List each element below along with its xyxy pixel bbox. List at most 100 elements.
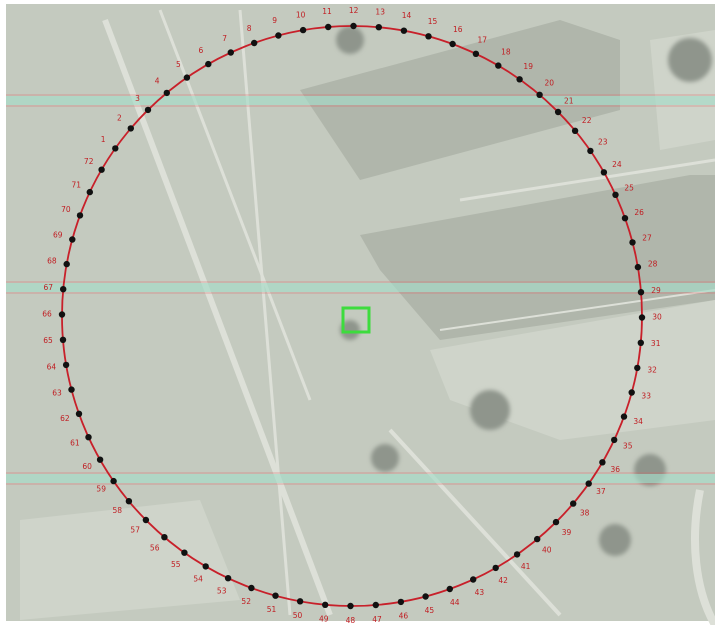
circle-point xyxy=(375,24,382,31)
circle-point-label: 9 xyxy=(272,16,277,25)
circle-point xyxy=(112,145,119,152)
circle-point-label: 66 xyxy=(42,309,52,318)
circle-point-label: 10 xyxy=(296,10,306,19)
circle-point-label: 28 xyxy=(648,260,658,269)
circle-point xyxy=(144,106,152,114)
circle-point xyxy=(513,551,521,558)
circle-point xyxy=(272,592,279,599)
circle-point-label: 31 xyxy=(651,339,661,348)
circle-point-label: 30 xyxy=(652,313,662,322)
circle-point-label: 45 xyxy=(425,606,435,615)
circle-point-label: 48 xyxy=(346,616,356,625)
circle-point-label: 68 xyxy=(47,257,57,266)
road xyxy=(691,489,715,625)
circle-point-label: 1 xyxy=(101,135,106,144)
circle-point xyxy=(600,169,608,176)
circle-point xyxy=(76,212,84,219)
circle-point xyxy=(322,601,329,608)
road xyxy=(388,428,562,617)
circle-point-label: 37 xyxy=(596,487,606,496)
lower-band-fill xyxy=(6,474,715,483)
circle-point xyxy=(634,364,641,372)
circle-point xyxy=(516,76,523,83)
circle-point-label: 23 xyxy=(598,137,608,146)
measurement-bands xyxy=(6,94,715,485)
circle-point-label: 51 xyxy=(267,605,277,614)
circle-point-label: 56 xyxy=(150,544,160,553)
circle-point xyxy=(629,239,636,246)
circle-point-label: 20 xyxy=(545,78,555,87)
circle-point xyxy=(570,500,577,507)
circle-point-label: 6 xyxy=(199,46,204,55)
circle-point-label: 13 xyxy=(375,7,385,16)
circle-point-label: 59 xyxy=(96,485,106,494)
tree-cluster xyxy=(340,320,360,340)
circle-point-label: 54 xyxy=(193,574,203,583)
circle-point xyxy=(96,456,104,463)
circle-point-label: 2 xyxy=(117,114,122,123)
circle-point-label: 41 xyxy=(521,562,531,571)
circle-point-label: 11 xyxy=(322,7,332,16)
circle-point-label: 70 xyxy=(61,205,71,214)
circle-point xyxy=(637,339,644,346)
circle-point-label: 63 xyxy=(52,388,62,397)
road xyxy=(439,289,715,331)
circle-point-label: 40 xyxy=(542,546,552,555)
circle-point-label: 71 xyxy=(72,181,82,190)
circle-point xyxy=(275,32,282,39)
circle-point-label: 32 xyxy=(647,366,657,375)
upper-band xyxy=(6,94,715,107)
circle-point-label: 24 xyxy=(612,160,622,169)
circle-point-label: 49 xyxy=(319,615,329,624)
circle-point xyxy=(536,91,543,99)
circle-point-label: 69 xyxy=(53,231,63,240)
circle-point xyxy=(492,564,499,572)
circle-point xyxy=(98,166,105,173)
road xyxy=(158,9,312,401)
tree-cluster xyxy=(336,26,364,54)
tree-cluster xyxy=(599,524,631,556)
circle-point xyxy=(224,575,232,582)
circle-point xyxy=(638,314,646,321)
circle-point xyxy=(68,386,75,393)
circle-point xyxy=(587,147,594,155)
circle-point xyxy=(470,576,477,583)
circle-point xyxy=(110,477,117,485)
circle-point xyxy=(227,49,234,56)
circle-point xyxy=(611,436,618,444)
circle-point-label: 52 xyxy=(241,597,251,606)
upper-band-fill xyxy=(6,96,715,105)
road xyxy=(238,9,292,616)
circle-point-label: 53 xyxy=(217,587,227,596)
circle-point xyxy=(62,361,70,369)
circle-point xyxy=(248,584,255,592)
circle-point xyxy=(127,125,134,132)
circle-point xyxy=(554,108,562,116)
circle-point xyxy=(637,289,645,296)
middle-band-fill xyxy=(6,283,715,292)
circle-point-label: 15 xyxy=(428,17,438,26)
circle-point-label: 34 xyxy=(633,417,643,426)
tree-cluster xyxy=(668,38,712,82)
circle-point xyxy=(372,601,379,609)
circle-point xyxy=(585,480,592,487)
circle-point-label: 12 xyxy=(349,6,359,15)
center-marker xyxy=(341,306,371,334)
circle-point xyxy=(202,563,209,570)
circle-point-label: 42 xyxy=(498,576,508,585)
circle-point-label: 14 xyxy=(402,11,412,20)
middle-band xyxy=(6,281,715,294)
circle-point-label: 39 xyxy=(562,528,572,537)
circle-point xyxy=(599,459,606,466)
circle-point-label: 33 xyxy=(641,392,651,401)
circle-point-label: 18 xyxy=(501,48,511,57)
circle-point xyxy=(425,33,432,40)
circle-point-label: 36 xyxy=(611,465,621,474)
circle-point xyxy=(472,50,480,57)
circle-point-label: 8 xyxy=(247,24,252,33)
circle-point-label: 4 xyxy=(155,76,160,85)
circle-point-label: 21 xyxy=(564,97,574,106)
circle-point xyxy=(449,40,456,48)
circle-point-label: 58 xyxy=(113,506,123,515)
